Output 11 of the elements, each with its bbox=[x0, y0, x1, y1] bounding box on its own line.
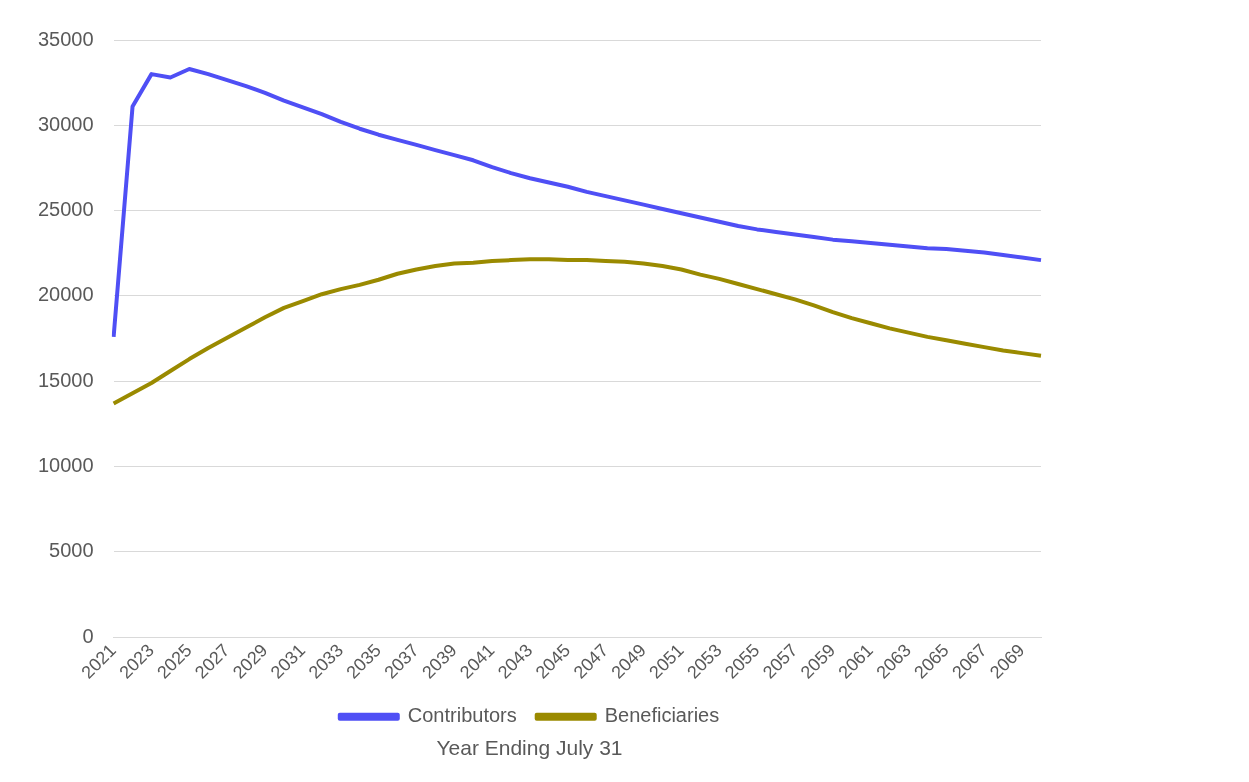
legend-label: Beneficiaries bbox=[604, 704, 720, 727]
y-tick-label: 0 bbox=[82, 624, 94, 647]
y-tick-label: 10000 bbox=[37, 454, 94, 477]
x-axis-title: Year Ending July 31 bbox=[436, 736, 623, 760]
y-tick-label: 15000 bbox=[37, 368, 94, 391]
y-tick-label: 30000 bbox=[37, 112, 94, 135]
y-tick-label: 5000 bbox=[49, 539, 94, 562]
y-tick-label: 20000 bbox=[37, 283, 94, 306]
y-tick-label: 35000 bbox=[37, 27, 94, 50]
legend-label: Contributors bbox=[407, 704, 517, 727]
y-tick-label: 25000 bbox=[37, 198, 94, 221]
